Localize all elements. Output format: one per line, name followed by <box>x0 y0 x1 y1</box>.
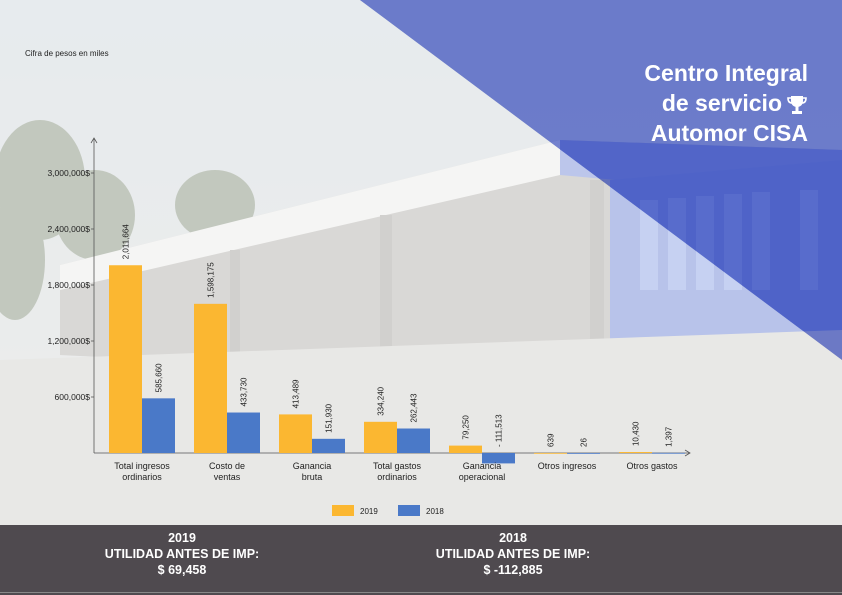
footer-2018-year: 2018 <box>499 531 527 545</box>
footer-2018-value: $ -112,885 <box>483 563 543 577</box>
bar-2019 <box>364 421 397 453</box>
trophy-icon <box>787 95 807 114</box>
footer-2018: 2018 UTILIDAD ANTES DE IMP: $ -112,885 <box>383 530 643 578</box>
bar-2018 <box>482 453 515 464</box>
category-label: ordinarios <box>377 472 417 482</box>
data-label: 10,430 <box>632 421 641 446</box>
category-label: Otros ingresos <box>538 461 597 471</box>
legend-label-2018: 2018 <box>426 507 444 516</box>
category-label: ventas <box>214 472 241 482</box>
data-label: - 111,513 <box>495 414 504 447</box>
category-label: Total gastos <box>373 461 422 471</box>
data-label: 639 <box>547 433 556 447</box>
category-label: Ganancia <box>463 461 502 471</box>
title-line-3: Automor CISA <box>650 120 808 146</box>
y-axis-arrow <box>90 137 98 144</box>
data-label: 2,011,664 <box>122 224 131 260</box>
bar-2018 <box>142 398 175 453</box>
legend-swatch-2018 <box>398 505 420 516</box>
footer-2019-label: UTILIDAD ANTES DE IMP: <box>104 547 260 561</box>
y-tick-label: 1,800,000$ <box>47 280 90 290</box>
page-title: Centro Integral de servicio Automor CISA <box>644 58 808 148</box>
data-label: 334,240 <box>377 386 386 415</box>
category-label: Ganancia <box>293 461 332 471</box>
bar-2019 <box>109 265 142 453</box>
data-label: 433,730 <box>240 377 249 406</box>
category-label: ordinarios <box>122 472 162 482</box>
bar-2019 <box>194 303 227 453</box>
data-label: 585,660 <box>155 363 164 392</box>
bar-2019 <box>534 452 567 454</box>
bar-2018 <box>397 428 430 453</box>
category-label: Total ingresos <box>114 461 170 471</box>
category-label: Costo de <box>209 461 245 471</box>
x-axis-arrow <box>684 449 691 457</box>
footer-2019-value: $ 69,458 <box>157 563 207 577</box>
bar-2018 <box>227 412 260 453</box>
units-note: Cifra de pesos en miles <box>25 49 109 58</box>
footer-2019: 2019 UTILIDAD ANTES DE IMP: $ 69,458 <box>52 530 312 578</box>
y-tick-label: 3,000,000$ <box>47 168 90 178</box>
category-label: Otros gastos <box>626 461 678 471</box>
data-label: 1,397 <box>665 426 674 447</box>
footer-2018-label: UTILIDAD ANTES DE IMP: <box>435 547 591 561</box>
data-label: 262,443 <box>410 393 419 422</box>
bar-2019 <box>279 414 312 453</box>
bar-chart: 600,000$ 1,200,000$ 1,800,000$ 2,400,000$ 3,… <box>47 137 691 516</box>
title-line-2: de servicio <box>661 90 782 116</box>
y-tick-label: 2,400,000$ <box>47 224 90 234</box>
bar-2018 <box>567 452 600 454</box>
bar-2019 <box>619 452 652 453</box>
legend-swatch-2019 <box>332 505 354 516</box>
bar-2018 <box>652 452 685 454</box>
data-label: 79,250 <box>462 415 471 440</box>
y-tick-label: 1,200,000$ <box>47 336 90 346</box>
data-label: 1,598,175 <box>207 262 216 298</box>
legend-label-2019: 2019 <box>360 507 378 516</box>
data-label: 413,489 <box>292 379 301 408</box>
bar-2018 <box>312 438 345 453</box>
data-label: 26 <box>580 438 589 447</box>
footer-2019-year: 2019 <box>168 531 196 545</box>
bar-2019 <box>449 445 482 453</box>
category-label: operacional <box>459 472 506 482</box>
footer-bar: 2019 UTILIDAD ANTES DE IMP: $ 69,458 201… <box>0 525 842 595</box>
y-tick-label: 600,000$ <box>55 392 91 402</box>
title-line-1: Centro Integral <box>644 60 808 86</box>
category-label: bruta <box>302 472 323 482</box>
footer-divider <box>0 592 842 593</box>
data-label: 151,930 <box>325 403 334 432</box>
